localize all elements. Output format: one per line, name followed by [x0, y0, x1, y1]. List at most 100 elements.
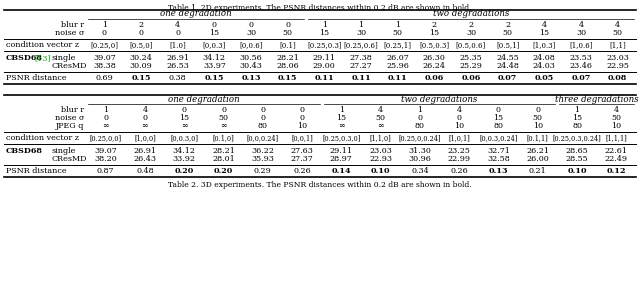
- Text: 1: 1: [358, 21, 364, 29]
- Text: 31.30: 31.30: [408, 147, 431, 155]
- Text: 80: 80: [493, 122, 504, 130]
- Text: 2: 2: [468, 21, 474, 29]
- Text: 0.14: 0.14: [332, 167, 351, 175]
- Text: 15: 15: [493, 114, 504, 122]
- Text: [0.25,0]: [0.25,0]: [90, 41, 118, 49]
- Text: 27.63: 27.63: [291, 147, 314, 155]
- Text: 0.10: 0.10: [567, 167, 587, 175]
- Text: 0: 0: [285, 21, 290, 29]
- Text: 0.21: 0.21: [529, 167, 547, 175]
- Text: 50: 50: [502, 29, 513, 37]
- Text: [0,0.3]: [0,0.3]: [203, 41, 226, 49]
- Text: 39.07: 39.07: [94, 147, 117, 155]
- Text: 50: 50: [218, 114, 228, 122]
- Text: 0.26: 0.26: [451, 167, 468, 175]
- Text: [0.25,0.3,0.24]: [0.25,0.3,0.24]: [553, 134, 602, 142]
- Text: ∞: ∞: [102, 122, 109, 130]
- Text: 26.21: 26.21: [526, 147, 549, 155]
- Text: 80: 80: [572, 122, 582, 130]
- Text: 0: 0: [143, 114, 147, 122]
- Text: ∞: ∞: [338, 122, 345, 130]
- Text: 0: 0: [457, 114, 461, 122]
- Text: 26.07: 26.07: [387, 54, 409, 62]
- Text: 4: 4: [579, 21, 584, 29]
- Text: 28.55: 28.55: [566, 155, 588, 163]
- Text: blur r: blur r: [61, 21, 84, 29]
- Text: 15: 15: [540, 29, 549, 37]
- Text: [0,0.6]: [0,0.6]: [239, 41, 263, 49]
- Text: CResMD: CResMD: [51, 155, 86, 163]
- Text: [0.5,1]: [0.5,1]: [496, 41, 520, 49]
- Text: 4: 4: [614, 106, 619, 114]
- Text: 30.56: 30.56: [239, 54, 262, 62]
- Text: 26.43: 26.43: [133, 155, 156, 163]
- Text: 15: 15: [179, 114, 189, 122]
- Text: 22.93: 22.93: [369, 155, 392, 163]
- Text: 30.96: 30.96: [408, 155, 431, 163]
- Text: [1,1]: [1,1]: [609, 41, 626, 49]
- Text: 0.15: 0.15: [278, 74, 298, 82]
- Text: 80: 80: [258, 122, 268, 130]
- Text: 22.95: 22.95: [606, 62, 629, 70]
- Text: 25.35: 25.35: [460, 54, 483, 62]
- Text: two degradations: two degradations: [401, 95, 477, 104]
- Text: 0.38: 0.38: [169, 74, 186, 82]
- Text: 1: 1: [395, 21, 400, 29]
- Text: [0.25,0.3]: [0.25,0.3]: [307, 41, 342, 49]
- Text: [13]: [13]: [34, 54, 51, 62]
- Text: noise σ: noise σ: [54, 114, 84, 122]
- Text: 23.53: 23.53: [570, 54, 593, 62]
- Text: 80: 80: [415, 122, 425, 130]
- Text: 0: 0: [182, 106, 187, 114]
- Text: [1.0]: [1.0]: [170, 41, 186, 49]
- Text: 24.03: 24.03: [533, 62, 556, 70]
- Text: 29.11: 29.11: [313, 54, 336, 62]
- Text: 4: 4: [175, 21, 180, 29]
- Text: [0,0,0.24]: [0,0,0.24]: [247, 134, 279, 142]
- Text: 50: 50: [611, 114, 621, 122]
- Text: [1,0,1]: [1,0,1]: [449, 134, 470, 142]
- Text: 24.48: 24.48: [496, 62, 519, 70]
- Text: 30: 30: [576, 29, 586, 37]
- Text: 28.21: 28.21: [276, 54, 299, 62]
- Text: 0.08: 0.08: [608, 74, 627, 82]
- Text: 26.91: 26.91: [133, 147, 156, 155]
- Text: noise σ: noise σ: [54, 29, 84, 37]
- Text: 0.11: 0.11: [314, 74, 334, 82]
- Text: 0: 0: [535, 106, 540, 114]
- Text: 32.71: 32.71: [487, 147, 510, 155]
- Text: 26.30: 26.30: [423, 54, 446, 62]
- Text: 22.49: 22.49: [605, 155, 628, 163]
- Text: 15: 15: [336, 114, 346, 122]
- Text: 27.27: 27.27: [349, 62, 372, 70]
- Text: 30.24: 30.24: [129, 54, 152, 62]
- Text: 15: 15: [319, 29, 330, 37]
- Text: 34.12: 34.12: [173, 147, 196, 155]
- Text: 32.58: 32.58: [487, 155, 510, 163]
- Text: 25.96: 25.96: [386, 62, 409, 70]
- Text: 24.08: 24.08: [533, 54, 556, 62]
- Text: 29.00: 29.00: [313, 62, 336, 70]
- Text: 4: 4: [457, 106, 462, 114]
- Text: 26.53: 26.53: [166, 62, 189, 70]
- Text: [0.25,0,0]: [0.25,0,0]: [90, 134, 122, 142]
- Text: 26.91: 26.91: [166, 54, 189, 62]
- Text: 0.15: 0.15: [131, 74, 151, 82]
- Text: [0.25,1]: [0.25,1]: [383, 41, 412, 49]
- Text: condition vector z: condition vector z: [6, 134, 79, 142]
- Text: CResMD: CResMD: [51, 62, 86, 70]
- Text: 22.61: 22.61: [605, 147, 628, 155]
- Text: three degradations: three degradations: [555, 95, 639, 104]
- Text: 0: 0: [175, 29, 180, 37]
- Text: 50: 50: [376, 114, 386, 122]
- Text: 33.97: 33.97: [203, 62, 226, 70]
- Text: 27.38: 27.38: [349, 54, 372, 62]
- Text: 0: 0: [496, 106, 501, 114]
- Text: Table 1. 2D experiments. The PSNR distances within 0.2 dB are shown in bold.: Table 1. 2D experiments. The PSNR distan…: [168, 4, 472, 12]
- Text: [1,0.3]: [1,0.3]: [532, 41, 556, 49]
- Text: 0.69: 0.69: [95, 74, 113, 82]
- Text: CBSD68: CBSD68: [6, 54, 43, 62]
- Text: 0: 0: [260, 114, 266, 122]
- Text: ∞: ∞: [181, 122, 188, 130]
- Text: 4: 4: [378, 106, 383, 114]
